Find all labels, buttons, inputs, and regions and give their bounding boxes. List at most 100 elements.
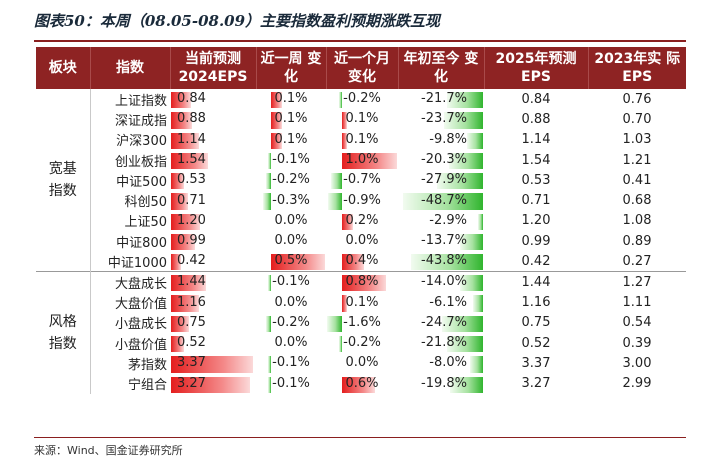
month-change-cell: -0.7% <box>326 170 398 190</box>
month-change-cell-bar <box>341 132 348 149</box>
month-change-cell-bar <box>341 275 386 292</box>
index-name: 科创50 <box>124 195 167 211</box>
ytd-change-cell-value: -14.0% <box>421 274 467 290</box>
eps2024-cell-value: 3.27 <box>177 375 206 391</box>
index-name: 大盘价值 <box>114 297 167 313</box>
month-change-cell: -0.2% <box>326 89 398 109</box>
eps2024-cell-value: 1.54 <box>177 152 206 168</box>
eps2024-cell: 0.42 <box>170 251 256 272</box>
week-change-cell: 0.1% <box>256 89 326 109</box>
ytd-change-cell: -21.8% <box>398 333 484 353</box>
eps2025-cell: 3.37 <box>521 355 551 371</box>
eps2025-cell: 1.54 <box>521 152 551 168</box>
month-change-cell: 0.0% <box>326 353 398 373</box>
table-row: 科创50 0.71 -0.3% -0.9% -48.7% 0.71 0.68 <box>36 190 686 211</box>
eps2023-cell: 3.00 <box>622 355 652 371</box>
ytd-change-cell-value: -20.3% <box>421 152 467 168</box>
month-change-cell-bar <box>326 315 342 332</box>
table-row: 茅指数 3.37 -0.1% 0.0% -8.0% 3.37 3.00 <box>36 353 686 373</box>
ytd-change-cell-bar <box>447 335 483 353</box>
week-change-cell: -0.1% <box>256 271 326 293</box>
header-index: 指数 <box>90 47 171 89</box>
month-change-cell: 0.2% <box>326 211 398 231</box>
eps2023-cell: 2.99 <box>622 376 652 392</box>
week-change-cell-value: 0.0% <box>274 335 308 351</box>
month-change-cell-bar <box>338 335 342 353</box>
eps2023-cell: 1.21 <box>622 152 652 168</box>
month-change-cell: 0.6% <box>326 374 398 394</box>
week-change-cell-value: 0.1% <box>274 91 308 107</box>
week-change-cell: 0.5% <box>256 251 326 272</box>
index-name: 沪深300 <box>116 134 167 150</box>
table-row: 创业板指 1.54 -0.1% 1.0% -20.3% 1.54 1.21 <box>36 150 686 170</box>
ytd-change-cell-value: -24.7% <box>421 314 467 330</box>
month-change-cell-value: -0.9% <box>343 192 381 208</box>
eps2023-cell: 1.27 <box>588 271 686 293</box>
week-change-cell-bar <box>262 193 272 210</box>
table-row: 宽基 指数 上证指数 0.84 0.1% -0.2% -21.7% 0.84 0.76 <box>36 89 686 272</box>
week-change-cell-value: 0.1% <box>274 131 308 147</box>
ytd-change-cell: -23.7% <box>398 109 484 129</box>
eps2024-cell-bar <box>171 112 193 129</box>
week-change-cell: -0.1% <box>256 374 326 394</box>
month-change-cell-bar <box>341 112 348 129</box>
eps2024-cell-bar <box>171 254 182 271</box>
index-name: 中证500 <box>116 174 167 190</box>
week-change-cell-value: -0.3% <box>272 192 310 208</box>
eps2024-cell: 1.16 <box>170 292 256 312</box>
index-name: 上证指数 <box>114 93 167 109</box>
table-row: 深证成指 0.88 0.1% 0.1% -23.7% 0.88 0.70 <box>36 109 686 129</box>
week-change-cell-value: 0.0% <box>274 294 308 310</box>
ytd-change-cell-value: -48.7% <box>421 192 467 208</box>
week-change-cell: 0.0% <box>256 333 326 353</box>
ytd-change-cell-value: -21.8% <box>421 335 467 351</box>
eps2024-cell: 0.84 <box>170 89 256 109</box>
month-change-cell-value: -0.2% <box>343 335 381 351</box>
month-change-cell-bar <box>338 92 342 109</box>
eps2024-cell-value: 0.53 <box>177 172 206 188</box>
ytd-change-cell-value: -2.9% <box>429 212 467 228</box>
month-change-cell-value: -0.2% <box>343 91 381 107</box>
eps2024-cell-bar <box>171 152 209 170</box>
month-change-cell-value: 1.0% <box>345 152 379 168</box>
month-change-cell-bar <box>341 376 375 393</box>
eps2024-cell-bar <box>171 315 190 332</box>
ytd-change-cell: -27.9% <box>398 170 484 190</box>
eps2024-cell-bar <box>171 193 189 210</box>
week-change-cell: 0.0% <box>256 292 326 312</box>
eps2024-cell-bar <box>171 356 253 373</box>
month-change-cell-bar <box>341 295 348 312</box>
week-change-cell-bar <box>268 376 272 393</box>
month-change-cell-bar <box>341 254 364 271</box>
eps2024-cell-bar <box>171 295 200 312</box>
ytd-change-cell-bar <box>449 152 483 170</box>
month-change-cell: -0.9% <box>326 190 398 210</box>
month-change-cell-value: 0.8% <box>345 274 379 290</box>
table-row: 中证1000 0.42 0.5% 0.4% -43.8% 0.42 0.27 <box>36 251 686 272</box>
ytd-change-cell-bar <box>459 275 483 292</box>
week-change-cell: 0.0% <box>256 211 326 231</box>
index-name: 上证50 <box>124 215 167 231</box>
month-change-cell-value: 0.1% <box>345 294 379 310</box>
month-change-cell: -0.2% <box>326 333 398 353</box>
eps2024-cell-value: 0.84 <box>177 91 206 107</box>
eps2023-cell: 0.68 <box>622 193 652 209</box>
table-row: 沪深300 1.14 0.1% 0.1% -9.8% 1.14 1.03 <box>36 130 686 150</box>
ytd-change-cell: -21.7% <box>398 89 484 109</box>
eps2025-cell: 0.42 <box>521 253 551 269</box>
index-name: 小盘成长 <box>114 317 167 333</box>
week-change-cell-value: -0.1% <box>272 274 310 290</box>
month-change-cell-bar <box>331 173 342 190</box>
eps2024-cell-value: 1.14 <box>177 131 206 147</box>
eps2024-cell-value: 3.37 <box>177 355 206 371</box>
header-eps2025: 2025年预测 EPS <box>484 47 589 89</box>
table-row: 大盘价值 1.16 0.0% 0.1% -6.1% 1.16 1.11 <box>36 292 686 313</box>
eps2024-cell-value: 0.71 <box>177 192 206 208</box>
eps2024-cell-bar <box>171 234 196 251</box>
week-change-cell-bar <box>271 112 283 129</box>
month-change-cell: 0.8% <box>326 271 398 293</box>
eps2023-cell: 0.41 <box>622 172 652 188</box>
ytd-change-cell-bar <box>450 376 483 393</box>
eps2024-cell-value: 0.52 <box>177 335 206 351</box>
ytd-change-cell-bar <box>410 254 483 271</box>
